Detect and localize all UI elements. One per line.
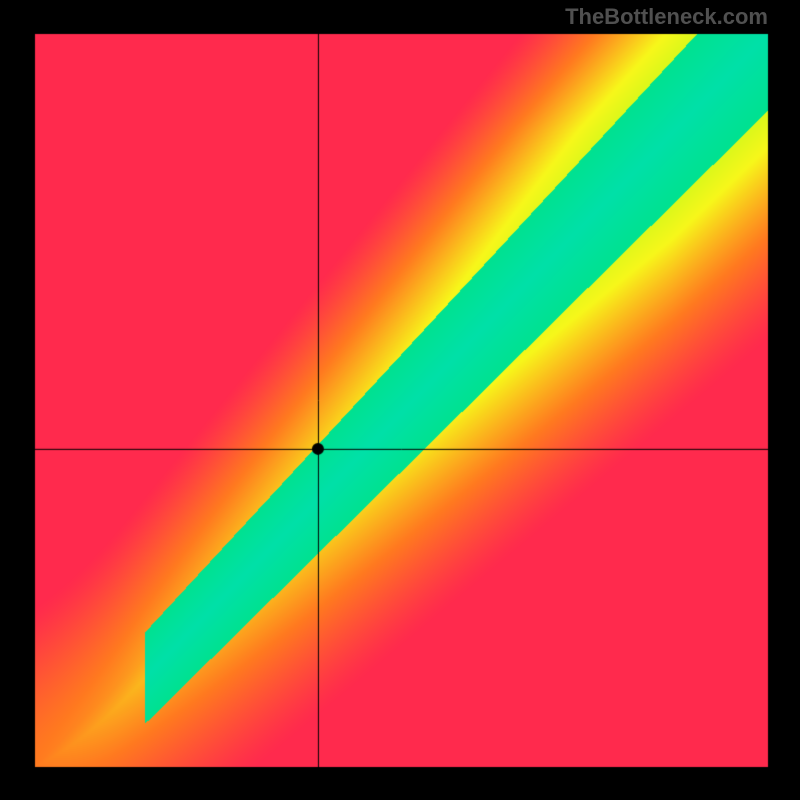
chart-container: TheBottleneck.com bbox=[0, 0, 800, 800]
watermark-text: TheBottleneck.com bbox=[565, 4, 768, 30]
bottleneck-heatmap bbox=[0, 0, 800, 800]
